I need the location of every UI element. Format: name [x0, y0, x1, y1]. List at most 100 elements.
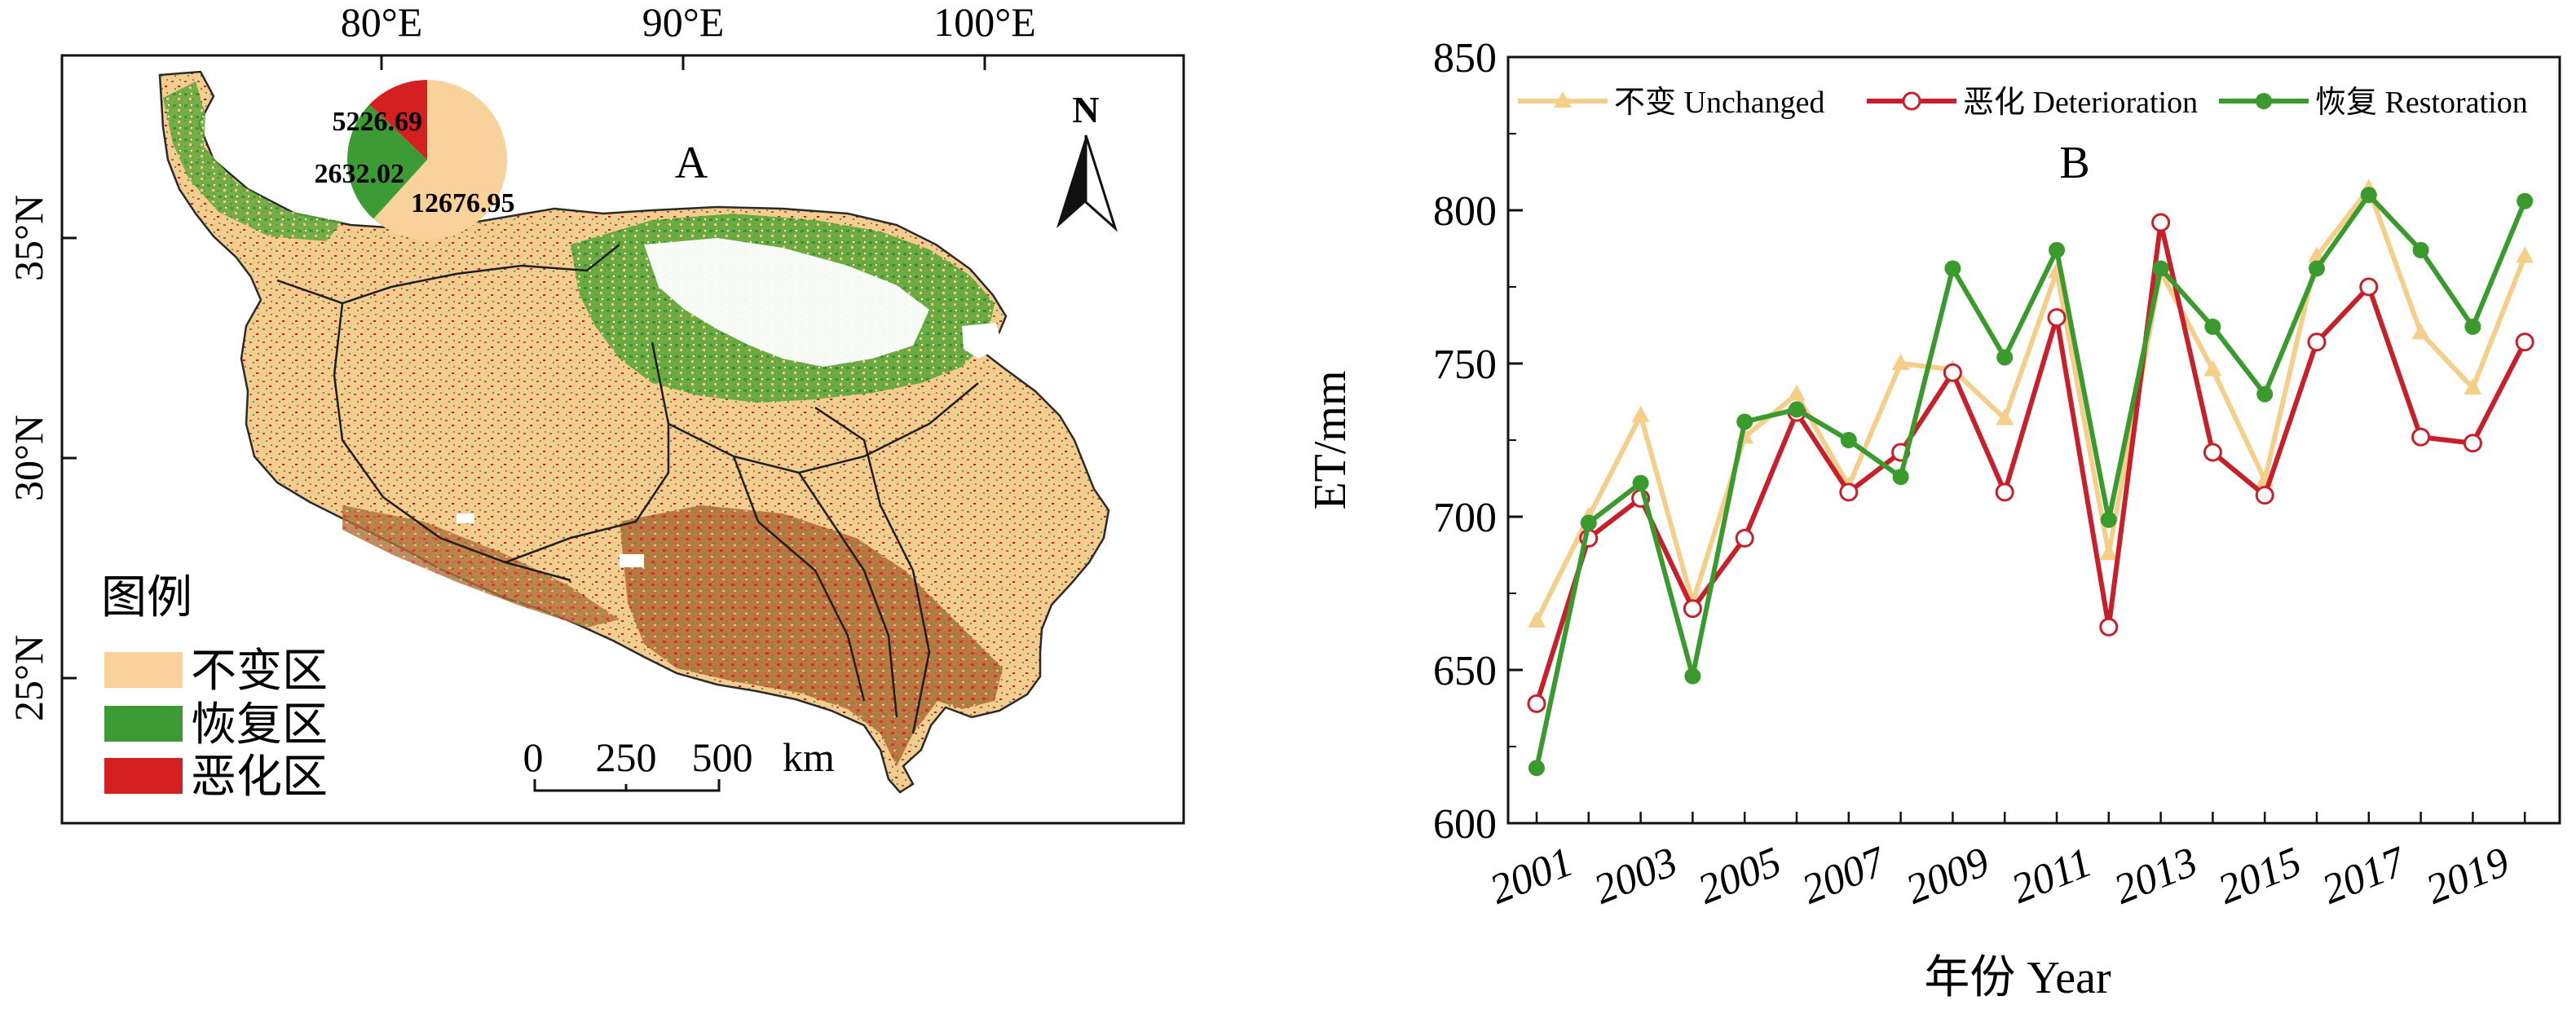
series-line-2	[1534, 192, 2527, 769]
point-unchanged	[2203, 359, 2222, 377]
point-deterioration	[2463, 434, 2482, 453]
x-tick-label: 2017	[2316, 838, 2414, 914]
scale-bar-line	[533, 779, 721, 792]
point-restoration	[1996, 349, 2014, 366]
y-tick-label: 700	[1433, 495, 1497, 541]
point-deterioration	[2359, 277, 2379, 297]
legend-label-deterioration: 恶化区	[191, 752, 328, 803]
legend-label-restoration: 恢复区	[191, 700, 328, 751]
mid-white-patch	[457, 513, 474, 523]
point-unchanged	[2464, 378, 2482, 395]
series-line-0	[1534, 186, 2527, 623]
plateau-map	[158, 70, 1110, 794]
x-tick-label: 2003	[1588, 839, 1684, 914]
point-restoration	[2309, 260, 2325, 277]
pie-label-restoration: 5226.69	[333, 107, 423, 137]
y-tick-label: 650	[1433, 648, 1497, 694]
point-deterioration	[2255, 486, 2274, 505]
qaidam-white-area	[644, 238, 929, 367]
lon-label-100: 100°E	[933, 0, 1036, 45]
point-restoration	[1840, 432, 1857, 448]
south-white-patch	[620, 554, 644, 567]
x-tick-label: 2013	[2108, 839, 2204, 914]
lon-label-80: 80°E	[341, 0, 423, 45]
point-unchanged	[1996, 408, 2014, 425]
point-deterioration	[2047, 308, 2067, 328]
series-line-1	[1534, 220, 2527, 705]
y-tick-label: 850	[1433, 35, 1497, 82]
pie-label-unchanged: 12676.95	[411, 188, 515, 218]
southeast-red-zone	[620, 505, 1003, 766]
point-restoration	[2204, 318, 2221, 335]
legend-label-1: 恶化 Deterioration	[1963, 86, 2198, 120]
point-deterioration	[2411, 427, 2431, 447]
area-pie-chart: 12676.95 5226.69 2632.02	[315, 80, 515, 240]
legend-swatch-restoration	[104, 706, 183, 742]
legend-swatch-deterioration	[104, 758, 183, 794]
point-restoration	[2412, 241, 2429, 258]
basin-boundaries	[276, 244, 979, 734]
point-restoration	[2100, 511, 2117, 528]
point-unchanged	[2411, 323, 2430, 340]
series-group	[1527, 178, 2534, 777]
point-deterioration	[1839, 482, 1859, 502]
y-tick-label: 600	[1433, 801, 1497, 848]
legend-marker-deterioration	[1902, 91, 1921, 111]
point-restoration	[1789, 401, 1805, 418]
point-deterioration	[2151, 213, 2171, 232]
point-restoration	[1736, 413, 1753, 430]
point-unchanged	[1891, 354, 1910, 370]
point-restoration	[2464, 318, 2481, 335]
point-deterioration	[2099, 617, 2119, 637]
pie-slice-restoration	[346, 104, 427, 219]
pie-label-deterioration: 2632.02	[315, 159, 405, 189]
point-restoration	[1632, 474, 1649, 491]
point-restoration	[1944, 260, 1961, 277]
point-unchanged	[2516, 246, 2534, 263]
legend-marker-restoration	[2256, 93, 2272, 109]
point-restoration	[1892, 469, 1909, 486]
x-tick-label: 2011	[2005, 839, 2098, 913]
x-axis-label: 年份 Year	[1924, 953, 2111, 1003]
scale-tick-0: 0	[523, 734, 544, 780]
point-unchanged	[1631, 405, 1650, 422]
pie-slice-deterioration	[369, 80, 427, 160]
scale-unit: km	[783, 734, 835, 780]
scale-tick-250: 250	[596, 734, 657, 780]
legend-label-0: 不变 Unchanged	[1614, 86, 1825, 120]
legend-title: 图例	[101, 573, 192, 623]
point-restoration	[1684, 668, 1701, 685]
lat-label-25: 25°N	[6, 635, 51, 721]
plot-frame	[1506, 55, 2561, 825]
x-tick-label: 2001	[1484, 839, 1580, 914]
x-tick-label: 2019	[2419, 839, 2516, 914]
north-arrow: N	[1056, 89, 1118, 232]
pie-slice-unchanged	[373, 80, 508, 240]
y-tick-label: 750	[1433, 341, 1497, 388]
scale-tick-500: 500	[692, 734, 753, 780]
lat-label-35: 35°N	[6, 195, 51, 281]
chart-legend: 不变 Unchanged 恶化 Deterioration 恢复 Restorati…	[1518, 86, 2528, 120]
point-deterioration	[1943, 363, 1962, 382]
legend-label-2: 恢复 Restoration	[2315, 86, 2528, 120]
point-deterioration	[1995, 482, 2014, 502]
point-unchanged	[1788, 384, 1806, 401]
point-deterioration	[2307, 333, 2327, 352]
longitude-ticks	[62, 55, 986, 680]
x-tick-label: 2005	[1692, 839, 1788, 914]
x-tick-label: 2007	[1796, 838, 1894, 914]
panel-b-letter: B	[2059, 138, 2089, 188]
point-deterioration	[1735, 528, 1754, 548]
point-deterioration	[2203, 443, 2222, 462]
scale-bar: 0 250 500 km	[523, 734, 835, 792]
y-axis-label: ET/mm	[1305, 370, 1356, 509]
point-restoration	[2516, 192, 2534, 209]
east-white-patch	[962, 323, 1003, 359]
north-arrow-label: N	[1072, 89, 1099, 130]
panel-a-letter: A	[675, 138, 708, 188]
legend-swatch-unchanged	[104, 652, 183, 688]
point-unchanged	[2099, 544, 2118, 561]
point-deterioration	[1527, 694, 1546, 713]
